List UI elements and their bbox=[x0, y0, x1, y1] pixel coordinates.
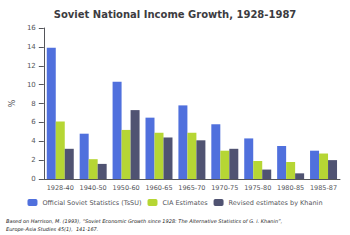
svg-text:Europe-Asia Studies 45(1), 14: Europe-Asia Studies 45(1), 141-167. bbox=[6, 226, 98, 233]
svg-text:1980-85: 1980-85 bbox=[277, 184, 304, 192]
svg-text:10: 10 bbox=[27, 81, 36, 89]
svg-text:1965-70: 1965-70 bbox=[178, 184, 205, 192]
svg-text:12: 12 bbox=[27, 62, 36, 70]
svg-text:Based on Harrison, M. (1993),: Based on Harrison, M. (1993), “Soviet Ec… bbox=[6, 218, 282, 224]
svg-text:Revised estimates by Khanin: Revised estimates by Khanin bbox=[229, 199, 323, 207]
svg-text:1950-60: 1950-60 bbox=[112, 184, 139, 192]
svg-text:%: % bbox=[8, 99, 17, 107]
svg-text:1960-65: 1960-65 bbox=[145, 184, 172, 192]
svg-text:1970-75: 1970-75 bbox=[211, 184, 238, 192]
svg-text:1975-80: 1975-80 bbox=[244, 184, 271, 192]
svg-text:1940-50: 1940-50 bbox=[80, 184, 107, 192]
svg-text:6: 6 bbox=[31, 118, 36, 126]
svg-text:8: 8 bbox=[31, 100, 35, 108]
svg-text:14: 14 bbox=[27, 43, 36, 51]
svg-text:CIA Estimates: CIA Estimates bbox=[162, 199, 208, 207]
svg-text:1928-40: 1928-40 bbox=[47, 184, 74, 192]
svg-text:1985-87: 1985-87 bbox=[310, 184, 337, 192]
svg-text:2: 2 bbox=[31, 156, 35, 164]
svg-text:Official Soviet Statistics (Ts: Official Soviet Statistics (TsSU) bbox=[42, 199, 141, 207]
svg-text:0: 0 bbox=[31, 175, 35, 183]
svg-text:16: 16 bbox=[27, 24, 36, 32]
svg-text:Soviet National Income Growth,: Soviet National Income Growth, 1928-1987 bbox=[54, 9, 297, 20]
svg-text:4: 4 bbox=[31, 137, 36, 145]
